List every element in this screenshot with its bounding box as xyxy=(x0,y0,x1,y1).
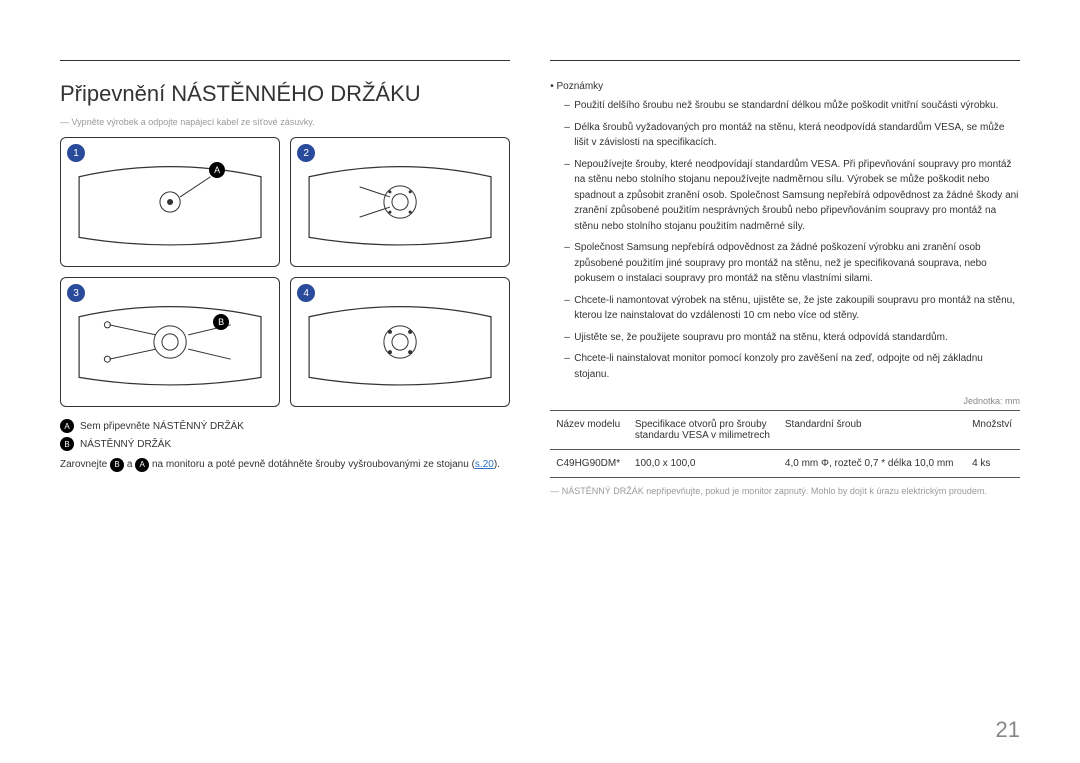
note-item: Použití delšího šroubu než šroubu se sta… xyxy=(564,98,1020,114)
power-off-note: Vypněte výrobek a odpojte napájecí kabel… xyxy=(60,117,510,127)
bottom-warning: NÁSTĚNNÝ DRŽÁK nepřipevňujte, pokud je m… xyxy=(550,486,1020,496)
page-number: 21 xyxy=(996,717,1020,743)
diagram-step-1: 1 A xyxy=(60,137,280,267)
col-screw: Standardní šroub xyxy=(779,411,966,450)
right-column: Poznámky Použití delšího šroubu než šrou… xyxy=(550,60,1020,506)
letter-badge-inline-b2: B xyxy=(110,458,124,472)
diagram-step-2: 2 xyxy=(290,137,510,267)
top-rule xyxy=(550,60,1020,61)
note-item: Délka šroubů vyžadovaných pro montáž na … xyxy=(564,120,1020,151)
letter-badge-inline-a: A xyxy=(60,419,74,433)
monitor-back-illustration xyxy=(69,146,271,258)
left-column: Připevnění NÁSTĚNNÉHO DRŽÁKU Vypněte výr… xyxy=(60,60,510,506)
note-item: Chcete-li namontovat výrobek na stěnu, u… xyxy=(564,293,1020,324)
step-badge-2: 2 xyxy=(297,144,315,162)
step-badge-1: 1 xyxy=(67,144,85,162)
monitor-back-illustration xyxy=(69,286,271,398)
cell-vesa: 100,0 x 100,0 xyxy=(629,450,779,478)
letter-badge-b: B xyxy=(213,314,229,330)
align-instruction: Zarovnejte B a A na monitoru a poté pevn… xyxy=(60,457,510,472)
table-row: C49HG90DM* 100,0 x 100,0 4,0 mm Φ, rozte… xyxy=(550,450,1020,478)
unit-label: Jednotka: mm xyxy=(550,396,1020,406)
diagram-step-3: 3 B xyxy=(60,277,280,407)
cell-qty: 4 ks xyxy=(966,450,1020,478)
manual-page: Připevnění NÁSTĚNNÉHO DRŽÁKU Vypněte výr… xyxy=(0,0,1080,536)
align-mid: a xyxy=(127,459,135,470)
col-vesa: Specifikace otvorů pro šrouby standardu … xyxy=(629,411,779,450)
note-item: Nepoužívejte šrouby, které neodpovídají … xyxy=(564,157,1020,235)
diagram-grid: 1 A 2 xyxy=(60,137,510,407)
caption-a-text: Sem připevněte NÁSTĚNNÝ DRŽÁK xyxy=(80,421,244,432)
note-item: Chcete-li nainstalovat monitor pomocí ko… xyxy=(564,351,1020,382)
top-rule xyxy=(60,60,510,61)
cell-screw: 4,0 mm Φ, rozteč 0,7 * délka 10,0 mm xyxy=(779,450,966,478)
diagram-step-4: 4 xyxy=(290,277,510,407)
step-badge-3: 3 xyxy=(67,284,85,302)
letter-badge-a: A xyxy=(209,162,225,178)
note-item: Společnost Samsung nepřebírá odpovědnost… xyxy=(564,240,1020,287)
caption-a: A Sem připevněte NÁSTĚNNÝ DRŽÁK xyxy=(60,419,510,433)
table-header-row: Název modelu Specifikace otvorů pro šrou… xyxy=(550,411,1020,450)
col-model: Název modelu xyxy=(550,411,629,450)
cell-model: C49HG90DM* xyxy=(550,450,629,478)
caption-b: B NÁSTĚNNÝ DRŽÁK xyxy=(60,437,510,451)
align-end: ). xyxy=(494,459,500,470)
page-title: Připevnění NÁSTĚNNÉHO DRŽÁKU xyxy=(60,81,510,107)
align-post: na monitoru a poté pevně dotáhněte šroub… xyxy=(152,459,475,470)
page-ref-link[interactable]: s.20 xyxy=(475,459,494,470)
monitor-back-illustration xyxy=(299,286,501,398)
monitor-back-illustration xyxy=(299,146,501,258)
step-badge-4: 4 xyxy=(297,284,315,302)
note-item: Ujistěte se, že použijete soupravu pro m… xyxy=(564,330,1020,346)
letter-badge-inline-a2: A xyxy=(135,458,149,472)
col-qty: Množství xyxy=(966,411,1020,450)
spec-table: Název modelu Specifikace otvorů pro šrou… xyxy=(550,410,1020,478)
notes-heading: Poznámky xyxy=(550,81,1020,92)
letter-badge-inline-b: B xyxy=(60,437,74,451)
notes-list: Použití delšího šroubu než šroubu se sta… xyxy=(550,98,1020,382)
align-pre: Zarovnejte xyxy=(60,459,110,470)
caption-b-text: NÁSTĚNNÝ DRŽÁK xyxy=(80,439,171,450)
